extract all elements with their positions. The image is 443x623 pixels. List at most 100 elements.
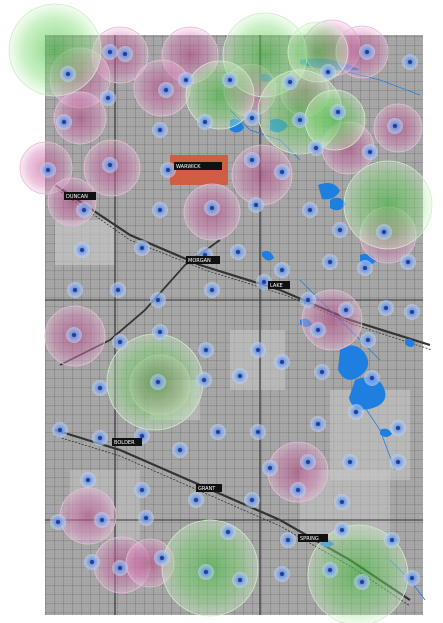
blue-dot-icon[interactable] (402, 54, 418, 70)
blue-dot-icon[interactable] (158, 82, 174, 98)
blue-dot-icon[interactable] (150, 374, 166, 390)
blue-dot-icon[interactable] (390, 420, 406, 436)
blue-dot-icon[interactable] (290, 482, 306, 498)
marker-core (118, 340, 122, 344)
blue-dot-icon[interactable] (117, 46, 133, 62)
blue-dot-icon[interactable] (248, 197, 264, 213)
blue-dot-icon[interactable] (338, 302, 354, 318)
blue-dot-icon[interactable] (282, 74, 298, 90)
blue-dot-icon[interactable] (334, 494, 350, 510)
blue-dot-icon[interactable] (204, 200, 220, 216)
blue-dot-icon[interactable] (222, 72, 238, 88)
blue-dot-icon[interactable] (314, 364, 330, 380)
blue-dot-icon[interactable] (330, 104, 346, 120)
blue-dot-icon[interactable] (197, 114, 213, 130)
blue-dot-icon[interactable] (198, 342, 214, 358)
blue-dot-icon[interactable] (320, 64, 336, 80)
blue-dot-icon[interactable] (310, 322, 326, 338)
blue-dot-icon[interactable] (390, 454, 406, 470)
blue-dot-icon[interactable] (74, 242, 90, 258)
blue-dot-icon[interactable] (67, 282, 83, 298)
blue-dot-icon[interactable] (210, 424, 226, 440)
blue-dot-icon[interactable] (322, 562, 338, 578)
blue-dot-icon[interactable] (280, 532, 296, 548)
blue-dot-icon[interactable] (92, 380, 108, 396)
blue-dot-icon[interactable] (94, 512, 110, 528)
blue-dot-icon[interactable] (76, 202, 92, 218)
blue-dot-icon[interactable] (300, 454, 316, 470)
blue-dot-icon[interactable] (66, 327, 82, 343)
blue-dot-icon[interactable] (232, 368, 248, 384)
blue-dot-icon[interactable] (262, 460, 278, 476)
blue-dot-icon[interactable] (310, 416, 326, 432)
blue-dot-icon[interactable] (150, 292, 166, 308)
blue-dot-icon[interactable] (172, 442, 188, 458)
blue-dot-icon[interactable] (232, 572, 248, 588)
blue-dot-icon[interactable] (100, 90, 116, 106)
blue-dot-icon[interactable] (342, 454, 358, 470)
blue-dot-icon[interactable] (152, 324, 168, 340)
blue-dot-icon[interactable] (244, 492, 260, 508)
blue-dot-icon[interactable] (50, 514, 66, 530)
blue-dot-icon[interactable] (378, 300, 394, 316)
blue-dot-icon[interactable] (300, 292, 316, 308)
blue-dot-icon[interactable] (178, 72, 194, 88)
blue-dot-icon[interactable] (198, 564, 214, 580)
blue-dot-icon[interactable] (357, 260, 373, 276)
blue-dot-icon[interactable] (322, 254, 338, 270)
blue-dot-icon[interactable] (250, 342, 266, 358)
blue-dot-icon[interactable] (188, 492, 204, 508)
blue-dot-icon[interactable] (112, 560, 128, 576)
blue-dot-icon[interactable] (196, 372, 212, 388)
blue-dot-icon[interactable] (102, 44, 118, 60)
blue-dot-icon[interactable] (152, 202, 168, 218)
blue-dot-icon[interactable] (92, 430, 108, 446)
blue-dot-icon[interactable] (384, 532, 400, 548)
blue-dot-icon[interactable] (400, 254, 416, 270)
blue-dot-icon[interactable] (160, 162, 176, 178)
blue-dot-icon[interactable] (84, 554, 100, 570)
blue-dot-icon[interactable] (274, 566, 290, 582)
town-label-text: SPRING (300, 536, 319, 542)
blue-dot-icon[interactable] (334, 522, 350, 538)
blue-dot-icon[interactable] (250, 424, 266, 440)
blue-dot-icon[interactable] (244, 110, 260, 126)
blue-dot-icon[interactable] (348, 404, 364, 420)
blue-dot-icon[interactable] (354, 574, 370, 590)
blue-dot-icon[interactable] (112, 334, 128, 350)
blue-dot-icon[interactable] (364, 370, 380, 386)
blue-dot-icon[interactable] (152, 122, 168, 138)
blue-dot-icon[interactable] (359, 44, 375, 60)
blue-dot-icon[interactable] (274, 262, 290, 278)
blue-dot-icon[interactable] (292, 112, 308, 128)
blue-dot-icon[interactable] (154, 550, 170, 566)
blue-dot-icon[interactable] (404, 304, 420, 320)
blue-dot-icon[interactable] (230, 244, 246, 260)
marker-core (340, 500, 344, 504)
blue-dot-icon[interactable] (387, 118, 403, 134)
blue-dot-icon[interactable] (52, 422, 68, 438)
blue-dot-icon[interactable] (110, 282, 126, 298)
blue-dot-icon[interactable] (138, 510, 154, 526)
blue-dot-icon[interactable] (40, 162, 56, 178)
blue-dot-icon[interactable] (404, 570, 420, 586)
blue-dot-icon[interactable] (134, 240, 150, 256)
blue-dot-icon[interactable] (80, 472, 96, 488)
blue-dot-icon[interactable] (220, 524, 236, 540)
blue-dot-icon[interactable] (56, 114, 72, 130)
blue-dot-icon[interactable] (274, 354, 290, 370)
blue-dot-icon[interactable] (244, 152, 260, 168)
blue-dot-icon[interactable] (362, 144, 378, 160)
blue-dot-icon[interactable] (60, 66, 76, 82)
blue-dot-icon[interactable] (274, 164, 290, 180)
blue-dot-icon[interactable] (308, 140, 324, 156)
blue-dot-icon[interactable] (332, 222, 348, 238)
blue-dot-icon[interactable] (204, 282, 220, 298)
blue-dot-icon[interactable] (134, 482, 150, 498)
blue-dot-icon[interactable] (302, 202, 318, 218)
blue-dot-icon[interactable] (376, 224, 392, 240)
blue-dot-icon[interactable] (360, 332, 376, 348)
blue-dot-icon[interactable] (102, 157, 118, 173)
